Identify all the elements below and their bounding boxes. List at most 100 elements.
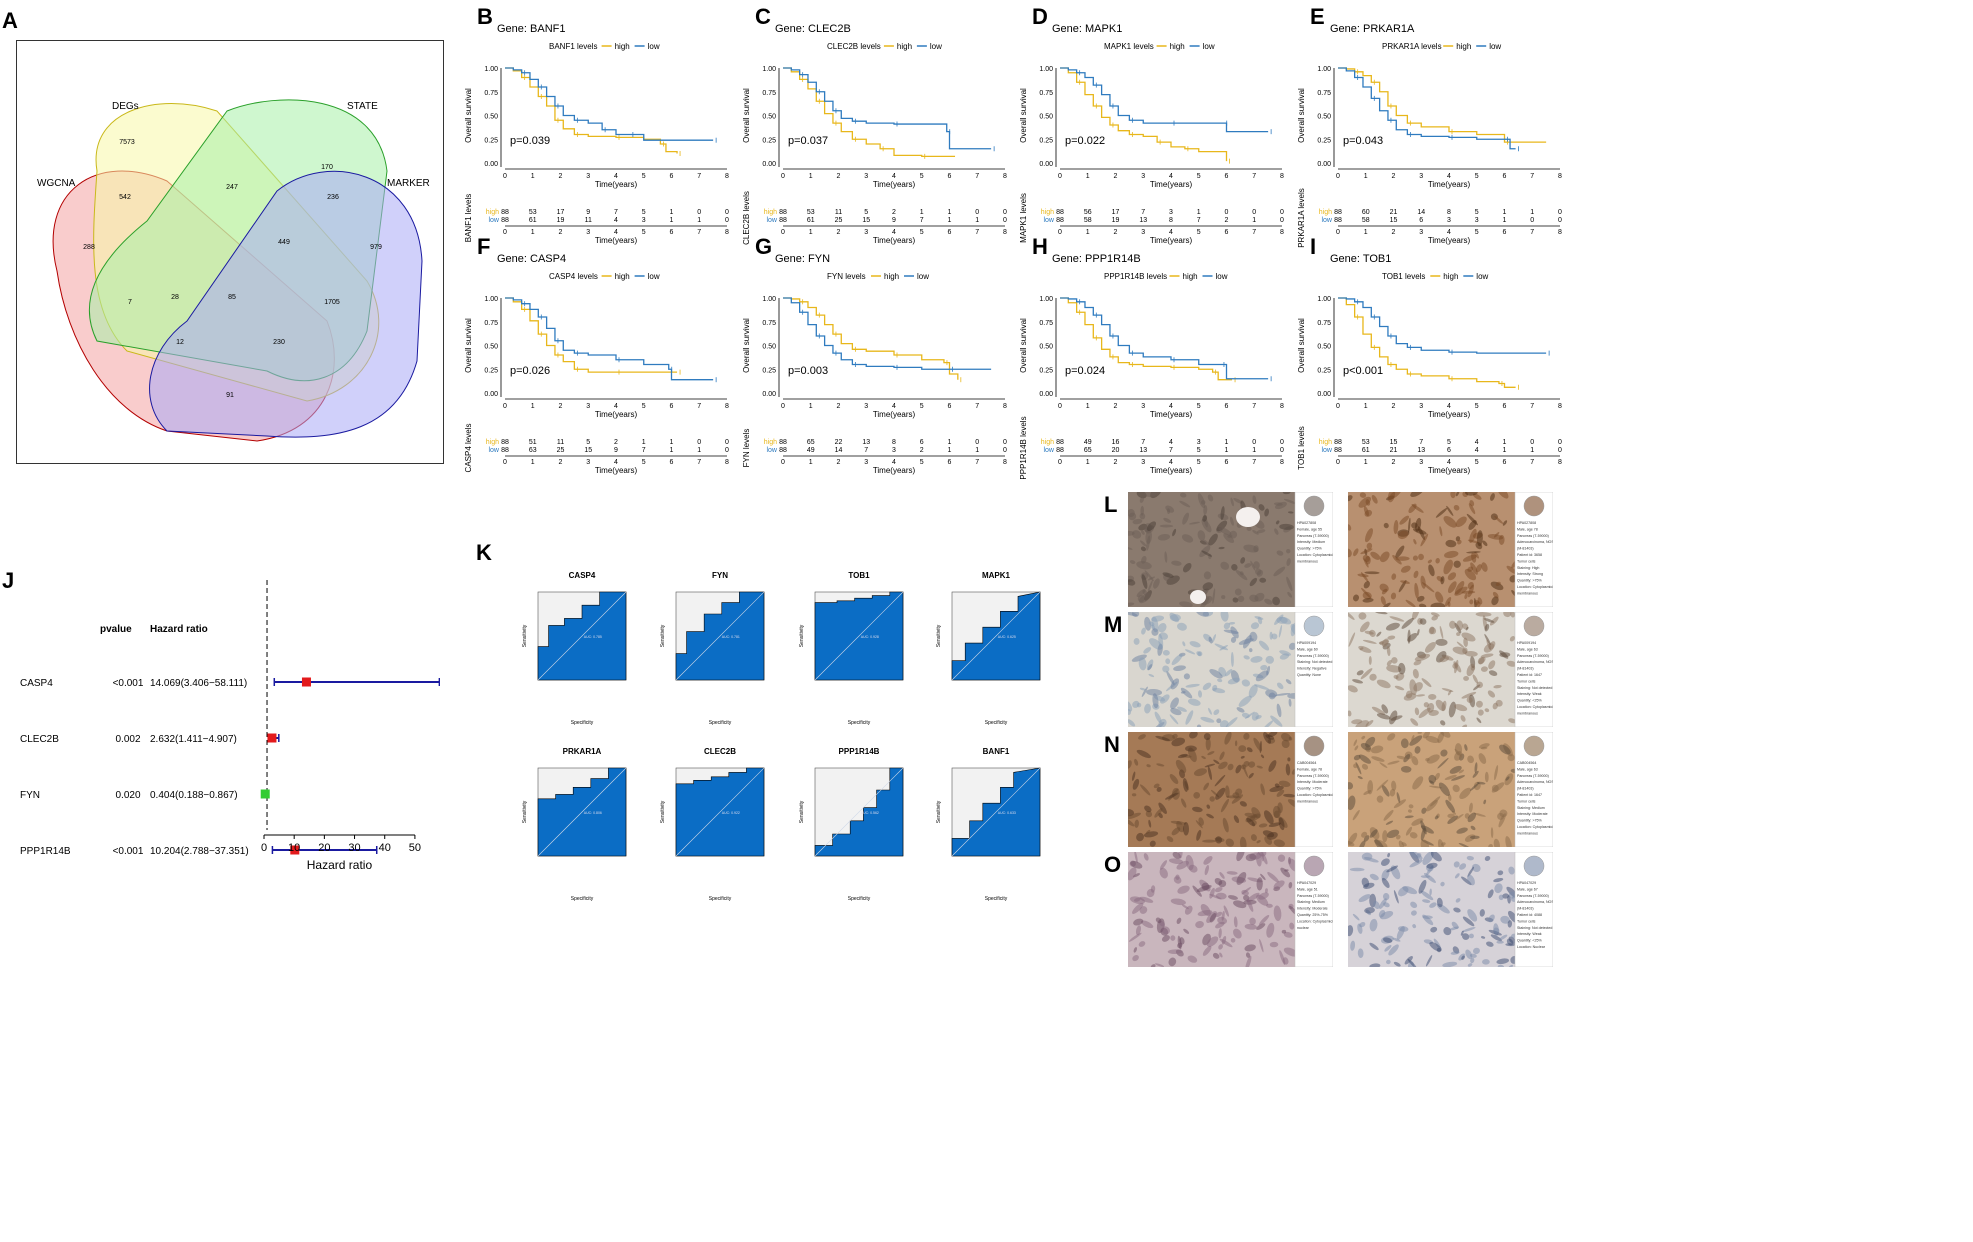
legend-title: FYN levels xyxy=(827,272,866,281)
x-tick-label: 4 xyxy=(892,173,896,180)
venn-count: 449 xyxy=(278,239,290,246)
tissue-texture xyxy=(1503,612,1512,618)
risk-cell-low: 9 xyxy=(892,217,896,224)
x-tick-label: 6 xyxy=(1225,173,1229,180)
tissue-texture xyxy=(1435,699,1446,711)
tissue-texture xyxy=(1252,530,1259,535)
tissue-texture xyxy=(1494,883,1503,894)
tissue-texture xyxy=(1128,808,1135,817)
tissue-texture xyxy=(1348,548,1352,558)
risk-cell-high: 1 xyxy=(670,209,674,216)
tissue-texture xyxy=(1364,509,1373,517)
tissue-texture xyxy=(1398,886,1409,897)
tissue-texture xyxy=(1223,622,1231,630)
risk-cell-low: 1 xyxy=(1530,447,1534,454)
tissue-texture xyxy=(1248,772,1254,779)
roc-y-label: Sensitivity xyxy=(799,800,805,823)
risk-y-label: PPP1R14B levels xyxy=(1019,416,1028,479)
tissue-texture xyxy=(1366,542,1373,550)
tissue-texture xyxy=(1157,622,1167,633)
forest-tick-label: 20 xyxy=(318,842,330,854)
tissue-texture xyxy=(1281,929,1287,934)
tissue-texture xyxy=(1445,539,1457,548)
tissue-texture xyxy=(1230,497,1234,507)
risk-cell-high: 1 xyxy=(1225,439,1229,446)
tissue-texture xyxy=(1425,757,1430,762)
ihc-caption-line: (M-81403) xyxy=(1517,667,1534,671)
ihc-caption-line: Female, age 78 xyxy=(1297,767,1322,771)
risk-cell-low: 3 xyxy=(1475,217,1479,224)
tissue-texture xyxy=(1182,822,1190,836)
tissue-texture xyxy=(1246,526,1252,531)
x-tick-label: 6 xyxy=(1503,403,1507,410)
risk-x-tick: 7 xyxy=(975,459,979,466)
tissue-texture xyxy=(1203,505,1208,515)
tissue-texture xyxy=(1128,812,1142,820)
tissue-texture xyxy=(1219,952,1223,958)
risk-cell-low: 1 xyxy=(948,217,952,224)
risk-cell-low: 7 xyxy=(1169,447,1173,454)
tissue-texture xyxy=(1197,493,1206,509)
x-tick-label: 3 xyxy=(586,173,590,180)
risk-cell-high: 0 xyxy=(1530,439,1534,446)
ihc-caption-line: Patient id: 1647 xyxy=(1517,673,1542,677)
risk-cell-low: 0 xyxy=(1280,217,1284,224)
tissue-texture xyxy=(1454,873,1460,879)
risk-cell-high: 0 xyxy=(1003,439,1007,446)
tissue-texture xyxy=(1202,515,1208,522)
tissue-texture xyxy=(1480,746,1488,750)
ihc-caption-line: Adenocarcinoma, NOS xyxy=(1517,540,1553,544)
tissue-texture xyxy=(1246,817,1256,827)
ihc-caption-line: Adenocarcinoma, NOS xyxy=(1517,900,1553,904)
risk-x-tick: 5 xyxy=(642,229,646,236)
x-tick-label: 8 xyxy=(1280,173,1284,180)
risk-cell-high: 7 xyxy=(1141,439,1145,446)
tissue-texture xyxy=(1419,603,1427,607)
tissue-texture xyxy=(1285,763,1291,776)
risk-label-high: high xyxy=(1041,209,1054,216)
tissue-texture xyxy=(1353,763,1358,769)
roc-auc: AUC: 0.625 xyxy=(998,635,1016,639)
tissue-texture xyxy=(1136,749,1151,759)
risk-x-tick: 5 xyxy=(1197,459,1201,466)
risk-cell-high: 51 xyxy=(529,439,537,446)
ihc-caption-line: Location: Cytoplasmic/ xyxy=(1297,553,1333,557)
risk-x-tick: 8 xyxy=(1558,229,1562,236)
tissue-texture xyxy=(1507,920,1513,928)
x-axis-label: Time(years) xyxy=(595,180,638,189)
x-tick-label: 2 xyxy=(1114,403,1118,410)
tissue-texture xyxy=(1288,511,1294,514)
tissue-texture xyxy=(1493,684,1502,689)
tissue-texture xyxy=(1364,528,1373,543)
risk-cell-low: 1 xyxy=(1252,217,1256,224)
legend-low: low xyxy=(1489,42,1501,51)
tissue-texture xyxy=(1494,515,1504,524)
y-tick-label: 0.25 xyxy=(1317,137,1331,144)
tissue-texture xyxy=(1150,885,1156,893)
tissue-texture xyxy=(1480,666,1488,672)
tissue-texture xyxy=(1459,863,1467,870)
risk-cell-low: 21 xyxy=(1390,447,1398,454)
tissue-texture xyxy=(1264,888,1268,894)
risk-x-tick: 0 xyxy=(503,229,507,236)
x-tick-label: 2 xyxy=(1114,173,1118,180)
tissue-texture xyxy=(1244,944,1256,952)
tissue-texture xyxy=(1486,941,1494,947)
ihc-caption-line: HPA027808 xyxy=(1517,521,1536,525)
legend-low: low xyxy=(648,42,660,51)
x-tick-label: 5 xyxy=(1475,173,1479,180)
tissue-texture xyxy=(1408,517,1411,533)
risk-x-tick: 7 xyxy=(1252,459,1256,466)
risk-cell-high: 0 xyxy=(975,439,979,446)
tissue-texture xyxy=(1282,492,1291,495)
panel-label-k: K xyxy=(476,540,492,565)
tissue-texture xyxy=(1262,830,1275,838)
tissue-texture xyxy=(1261,853,1268,865)
tissue-texture xyxy=(1280,867,1291,878)
km-title: Gene: FYN xyxy=(775,253,830,265)
tissue-texture xyxy=(1134,758,1139,766)
tissue-texture xyxy=(1469,528,1477,544)
legend-high: high xyxy=(615,42,630,51)
risk-x-tick: 2 xyxy=(837,229,841,236)
y-tick-label: 0.75 xyxy=(1039,320,1053,327)
